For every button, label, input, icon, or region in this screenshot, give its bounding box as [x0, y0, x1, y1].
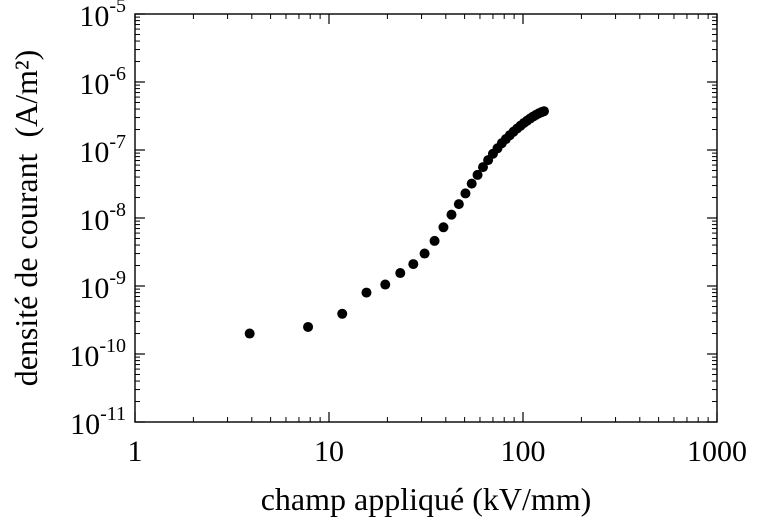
data-point [446, 209, 457, 220]
y-tick-exponent: -5 [109, 0, 126, 17]
y-tick-base: 10 [79, 204, 109, 237]
data-point [244, 328, 255, 339]
y-tick-base: 10 [69, 340, 99, 373]
y-tick-exponent: -9 [109, 267, 126, 289]
data-point [419, 248, 430, 259]
data-point [303, 321, 314, 332]
data-points [244, 106, 549, 339]
y-tick-label: 10-8 [79, 199, 126, 237]
y-tick-label: 10-5 [79, 0, 126, 33]
y-tick-exponent: -6 [109, 63, 126, 85]
plot-frame [134, 13, 718, 423]
x-tick-label: 1000 [687, 435, 747, 468]
x-tick-label: 10 [314, 435, 344, 468]
data-point [460, 188, 471, 199]
data-point [477, 162, 488, 173]
y-tick-label: 10-7 [79, 131, 126, 169]
major-ticks [134, 13, 718, 423]
data-point [438, 222, 449, 233]
y-axis-label: densité de courant (A/m²) [8, 50, 44, 387]
y-tick-exponent: -7 [109, 131, 126, 153]
data-point [380, 279, 391, 290]
data-point [466, 178, 477, 189]
y-tick-base: 10 [79, 0, 109, 33]
y-tick-base: 10 [70, 408, 100, 441]
y-tick-label: 10-11 [70, 403, 126, 441]
y-tick-exponent: -11 [100, 403, 126, 425]
y-tick-label: 10-9 [79, 267, 126, 305]
data-point [538, 106, 549, 117]
x-tick-labels: 1 10 100 1000 [128, 435, 748, 468]
data-point [361, 287, 372, 298]
data-point [337, 308, 348, 319]
y-tick-base: 10 [79, 272, 109, 305]
data-point [429, 235, 440, 246]
y-tick-label: 10-6 [79, 63, 126, 101]
minor-ticks [135, 14, 717, 422]
x-axis-label: champ appliqué (kV/mm) [261, 481, 592, 517]
y-tick-exponent: -10 [99, 335, 126, 357]
data-point [408, 259, 419, 270]
y-tick-exponent: -8 [109, 199, 126, 221]
data-point [395, 268, 406, 279]
x-tick-label: 1 [128, 435, 143, 468]
x-tick-label: 100 [501, 435, 546, 468]
data-point [453, 199, 464, 210]
data-point [472, 169, 483, 180]
y-tick-label: 10-10 [69, 335, 126, 373]
y-tick-base: 10 [79, 136, 109, 169]
y-tick-base: 10 [79, 68, 109, 101]
